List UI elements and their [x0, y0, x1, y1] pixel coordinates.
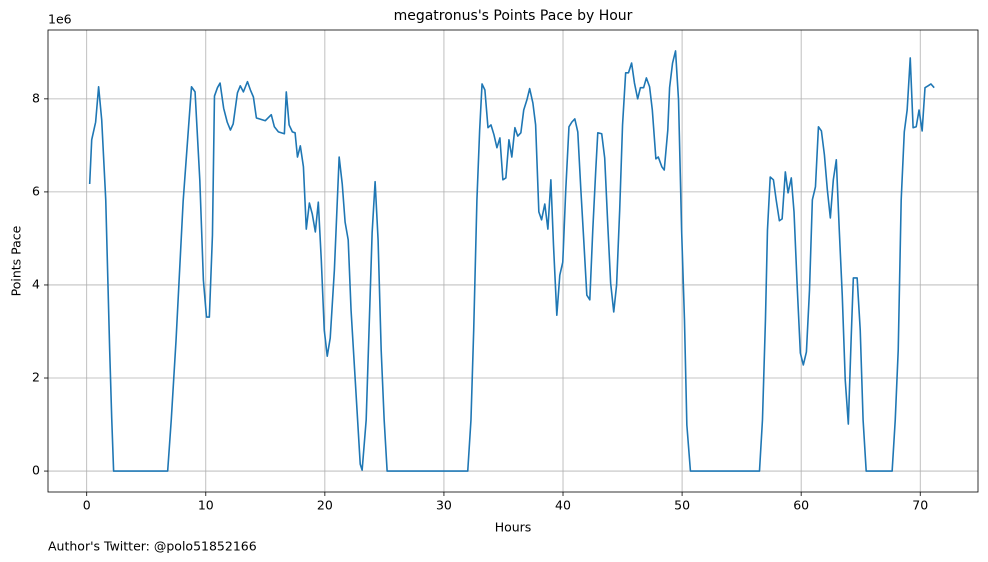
x-tick-label: 70 — [912, 498, 928, 513]
x-tick-label: 50 — [674, 498, 690, 513]
offset-label: 1e6 — [48, 12, 72, 27]
chart-title: megatronus's Points Pace by Hour — [394, 8, 633, 24]
data-line — [88, 50, 935, 472]
y-tick-label: 0 — [32, 463, 40, 478]
x-tick-label: 60 — [793, 498, 809, 513]
x-axis-label: Hours — [495, 520, 532, 535]
x-tick-label: 30 — [436, 498, 452, 513]
x-tick-label: 0 — [83, 498, 91, 513]
plot-frame — [47, 29, 979, 493]
x-tick-label: 20 — [317, 498, 333, 513]
y-tick-label: 4 — [32, 276, 40, 291]
y-axis-label: Points Pace — [9, 225, 24, 296]
y-tick-label: 2 — [32, 370, 40, 385]
x-tick-label: 40 — [555, 498, 571, 513]
x-tick-label: 10 — [198, 498, 214, 513]
y-tick-label: 6 — [32, 183, 40, 198]
footnote: Author's Twitter: @polo51852166 — [48, 539, 257, 554]
y-tick-label: 8 — [32, 90, 40, 105]
